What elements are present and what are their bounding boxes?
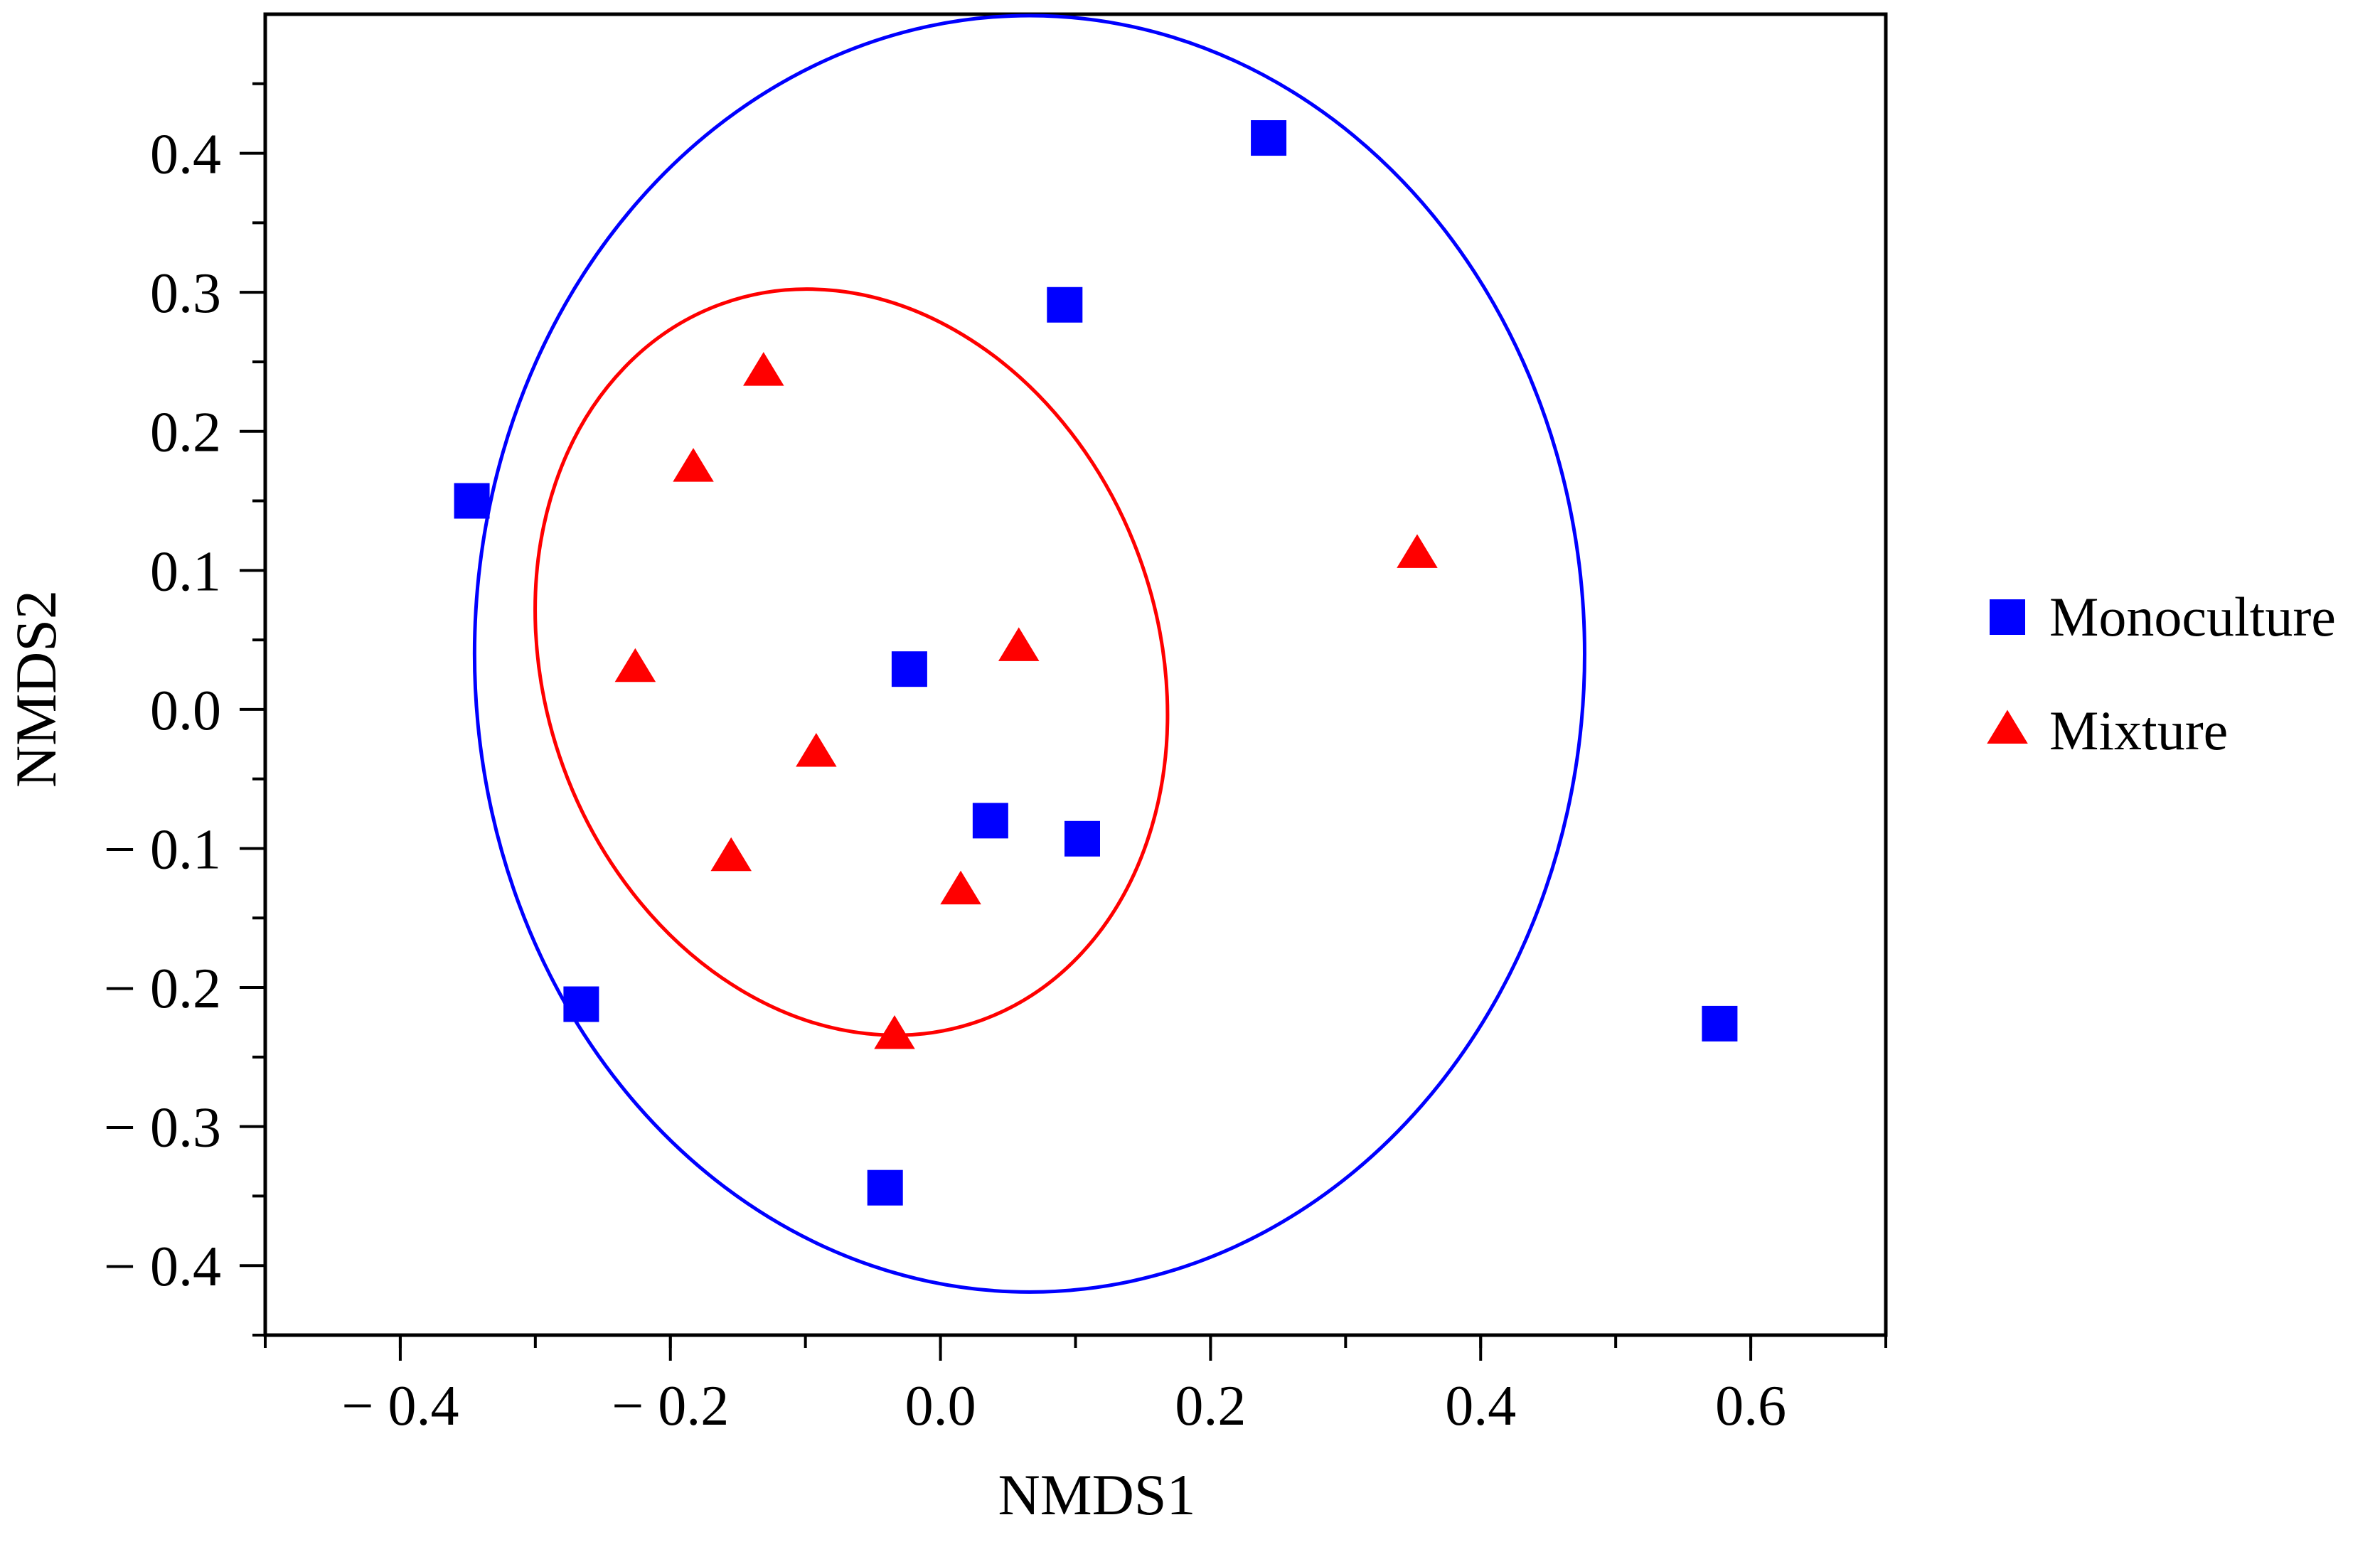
monoculture-point [1047,287,1083,323]
legend-entry-label: Mixture [2049,700,2228,761]
legend-square-icon [1990,599,2025,635]
monoculture-point [563,986,599,1022]
legend-triangle-icon [1987,710,2028,744]
monoculture-point [972,803,1008,839]
confidence-ellipse-2 [533,287,1170,1037]
y-tick-label: 0.2 [150,402,221,464]
mixture-point [998,627,1040,661]
y-tick-label: − 0.3 [104,1097,221,1160]
x-tick-label: 0.2 [1175,1375,1246,1437]
mixture-point [614,648,656,682]
x-axis-ticks: − 0.4 − 0.2 0.0 0.2 0.4 0.6 [264,1335,1887,1437]
y-tick-label: 0.1 [150,540,221,603]
x-tick-label: − 0.4 [341,1375,459,1437]
x-tick-label: − 0.2 [612,1375,729,1437]
mixture-point [673,448,714,482]
monoculture-point [1064,820,1100,857]
y-tick-label: − 0.4 [104,1236,221,1298]
y-tick-label: 0.0 [150,680,221,742]
legend: Monoculture Mixture [1987,586,2336,761]
mixture-point [710,837,752,872]
legend-entry-label: Monoculture [2049,586,2336,648]
mixture-point [796,733,837,767]
mixture-point [1397,534,1438,568]
confidence-ellipses [472,14,1586,1294]
monoculture-point [891,651,927,687]
monoculture-point [867,1169,903,1206]
monoculture-point [454,483,490,519]
y-tick-label: 0.3 [150,262,221,325]
mixture-point [874,1015,915,1049]
y-axis-label: NMDS2 [4,590,68,788]
mixture-point [940,870,981,905]
x-tick-label: 0.0 [905,1375,976,1437]
x-axis-label: NMDS1 [998,1462,1196,1527]
confidence-ellipse-1 [472,14,1586,1294]
monoculture-point [1251,120,1287,156]
y-tick-label: − 0.1 [104,818,221,881]
y-axis-ticks: 0.4 0.3 0.2 0.1 0.0 − 0.1 − 0.2 − 0.3 − 0.4 [104,82,265,1337]
mixture-point [743,352,784,386]
x-tick-label: 0.6 [1715,1375,1786,1437]
x-tick-label: 0.4 [1445,1375,1516,1437]
monoculture-point [1702,1005,1738,1042]
y-tick-label: 0.4 [150,124,221,186]
data-points [454,120,1738,1206]
plot-frame [263,12,1888,1337]
y-tick-label: − 0.2 [104,958,221,1020]
